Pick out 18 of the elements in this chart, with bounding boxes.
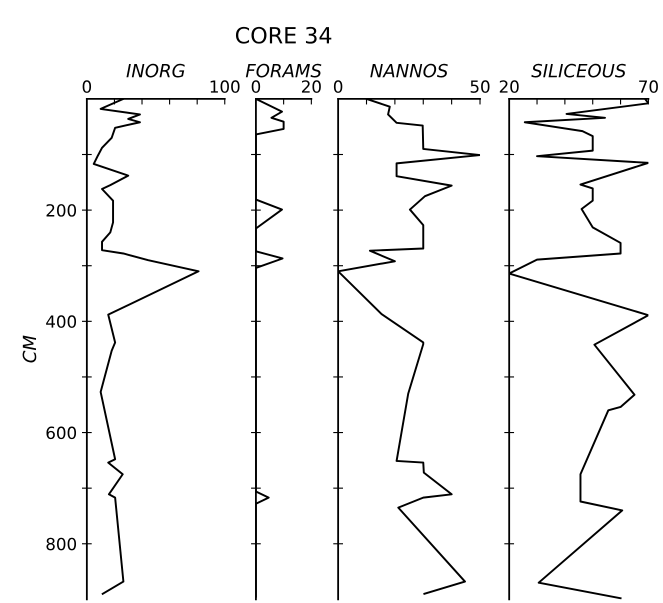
- y-tick-label: 400: [46, 315, 76, 328]
- x-tick-label: 0: [252, 80, 260, 93]
- y-tick-label: 800: [46, 538, 76, 550]
- x-axis-title: FORAMS: [246, 64, 322, 78]
- x-tick-label: 70: [639, 80, 658, 93]
- x-tick-label: 100: [210, 80, 240, 93]
- y-axis-title: CM: [22, 336, 36, 362]
- chart-title: CORE 34: [236, 26, 332, 44]
- x-tick-label: 20: [500, 80, 519, 93]
- x-tick-label: 20: [302, 80, 321, 93]
- y-tick-label: 600: [46, 426, 76, 440]
- x-axis-title: INORG: [126, 64, 185, 78]
- x-tick-label: 0: [82, 80, 92, 93]
- y-tick-label: 200: [46, 204, 76, 217]
- x-tick-label: 0: [334, 80, 342, 93]
- x-axis-title: SILICEOUS: [531, 64, 626, 78]
- x-axis-title: NANNOS: [370, 64, 448, 78]
- x-tick-label: 50: [470, 80, 490, 93]
